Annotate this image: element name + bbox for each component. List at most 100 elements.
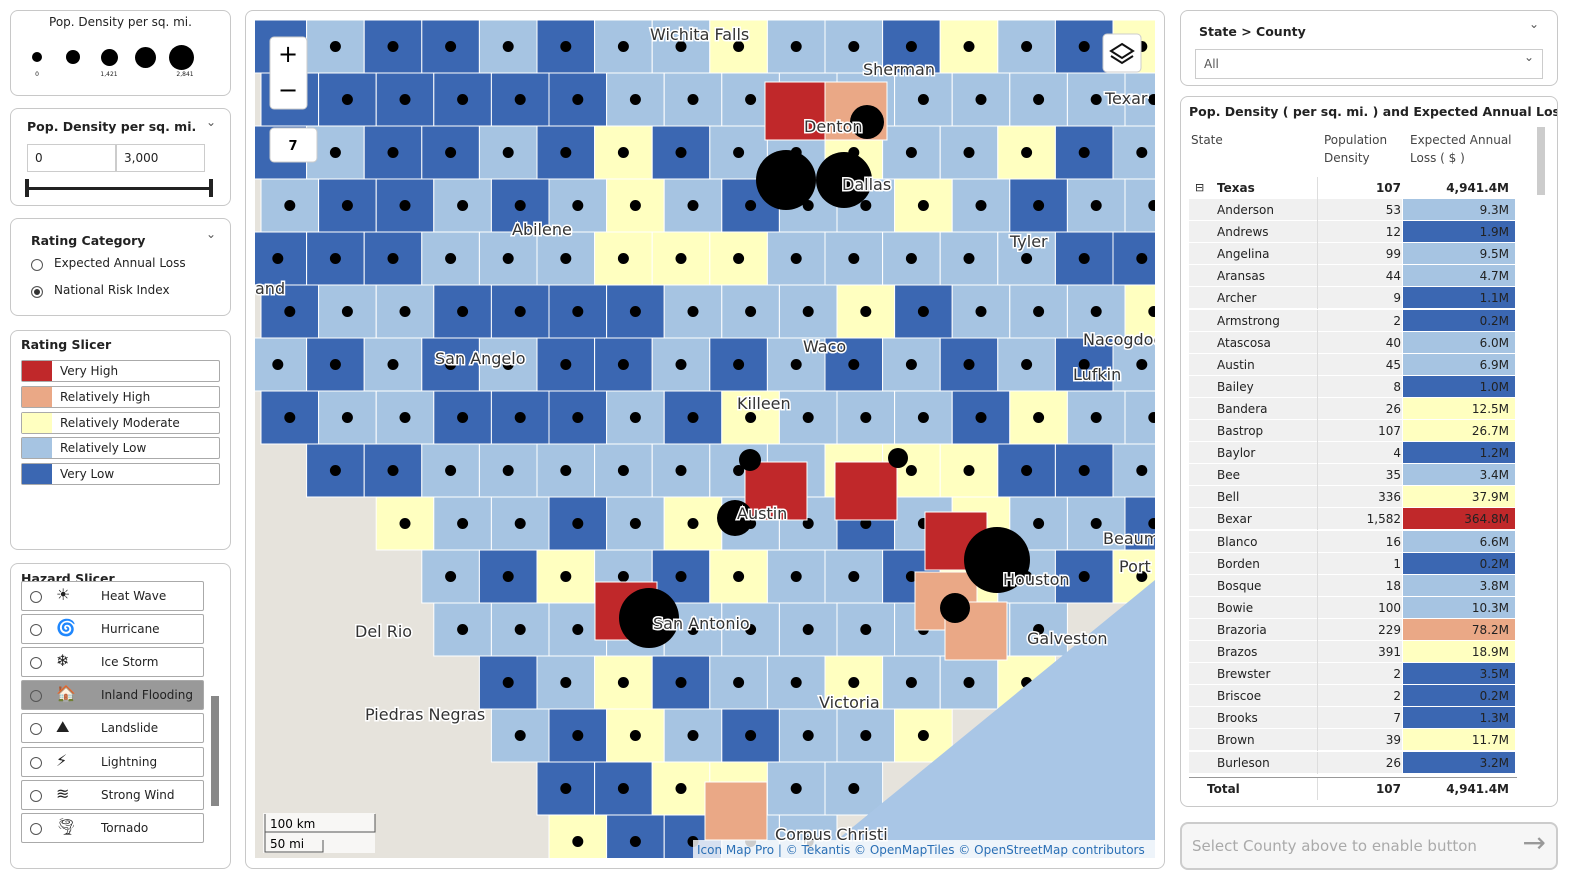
density-cell: 2	[1393, 667, 1401, 682]
hazard-item[interactable]: ≋ Strong Wind	[21, 779, 204, 810]
arrow-icon: →	[1522, 826, 1546, 859]
radio-label[interactable]: Expected Annual Loss	[54, 256, 186, 270]
hazard-icon: 🏠	[56, 684, 76, 704]
county-dot	[1148, 200, 1155, 211]
county-dot	[514, 624, 526, 635]
county-dot	[802, 306, 814, 317]
dropdown[interactable]: All ⌄	[1195, 49, 1543, 79]
county-dot	[399, 200, 411, 211]
county-dot	[963, 465, 975, 476]
row-bg	[1189, 442, 1402, 464]
size-label: 1,421	[100, 71, 118, 78]
loss-cell: 12.5M	[1403, 397, 1515, 419]
county-dot	[790, 253, 802, 264]
hazard-item[interactable]: ❄ Ice Storm	[21, 647, 204, 678]
county-name: Angelina	[1217, 247, 1270, 262]
county-dot	[1136, 147, 1148, 158]
rating-item[interactable]: Relatively High	[21, 385, 220, 408]
divider	[1317, 486, 1318, 509]
attribution-box	[693, 840, 1155, 858]
divider	[1317, 778, 1318, 800]
table-panel: Pop. Density ( per sq. mi. ) and Expecte…	[1180, 96, 1558, 807]
county	[651, 231, 711, 286]
county-dot	[975, 200, 987, 211]
map-panel: Wichita Falls Sherman Texar Denton Dallas Abi…	[245, 10, 1165, 869]
hazard-item[interactable]: 🌀 Hurricane	[21, 614, 204, 645]
county-dot	[502, 677, 514, 688]
divider	[1317, 596, 1318, 619]
row-bg	[1189, 265, 1402, 287]
rating-label: Very Low	[60, 467, 115, 482]
max-input[interactable]: 3,000	[116, 144, 205, 172]
swatch	[22, 464, 52, 485]
rating-item[interactable]: Very Low	[21, 463, 220, 486]
loss-cell: 0.2M	[1403, 552, 1515, 574]
radio[interactable]	[31, 259, 43, 271]
county-dot	[572, 306, 584, 317]
density-cell: 391	[1378, 645, 1401, 659]
county-dot	[860, 412, 872, 423]
city-label: Nacogdoches	[1083, 330, 1155, 349]
county-name: Anderson	[1217, 203, 1274, 217]
chevron: ⌄	[1523, 50, 1534, 64]
divider	[1317, 464, 1318, 487]
county-dot	[905, 571, 917, 582]
county-name[interactable]: Texas	[1217, 181, 1255, 195]
swatch	[22, 361, 52, 381]
county-dot	[572, 624, 584, 635]
radio	[30, 822, 42, 835]
city-circle	[816, 152, 872, 208]
radio-label[interactable]: National Risk Index	[54, 283, 170, 297]
city-circle	[739, 449, 761, 471]
divider	[1317, 375, 1318, 398]
table-row: Brewster 2 3.5M	[1189, 663, 1517, 686]
radio[interactable]	[31, 286, 43, 298]
county-dot	[457, 518, 469, 529]
hazard-item[interactable]: ⚡ Lightning	[21, 746, 204, 777]
loss-cell: 26.7M	[1403, 420, 1515, 441]
action-button[interactable]: Select County above to enable button →	[1180, 822, 1558, 870]
swatch	[22, 412, 52, 433]
density-cell: 40	[1385, 335, 1401, 350]
county-dot	[284, 306, 296, 317]
county-dot	[457, 412, 469, 423]
divider	[1317, 221, 1318, 244]
range-handle[interactable]	[209, 179, 213, 197]
county	[1112, 443, 1155, 498]
scrollbar[interactable]	[211, 696, 219, 806]
county-dot	[617, 359, 629, 370]
density-cell: 2	[1393, 313, 1401, 328]
divider	[1317, 707, 1318, 730]
column-header[interactable]: State	[1191, 133, 1223, 147]
min-input[interactable]: 0	[27, 144, 116, 172]
county-dot	[905, 465, 917, 476]
loss-cell: 6.0M	[1403, 331, 1515, 353]
loss-cell: 3.5M	[1403, 663, 1515, 685]
rating-item[interactable]: Relatively Moderate	[21, 411, 220, 434]
hazard-item[interactable]: ⛰ Landslide	[21, 713, 204, 744]
hazard-item[interactable]: 🌪 Tornado	[21, 812, 204, 843]
hazard-icon: ⛰	[56, 717, 70, 737]
table-row: Andrews 12 1.9M	[1189, 221, 1517, 244]
county-dot	[905, 147, 917, 158]
county-dot	[560, 41, 572, 52]
rating-label: Relatively Moderate	[60, 415, 180, 430]
divider	[1317, 353, 1318, 376]
rating-item[interactable]: Very High	[21, 360, 220, 382]
county-dot	[1033, 94, 1045, 105]
county-dot	[1021, 253, 1033, 264]
hazard-label: Lightning	[101, 754, 158, 769]
city-label: Texar	[1104, 89, 1148, 108]
county-dot	[560, 571, 572, 582]
range-handle[interactable]	[25, 179, 29, 197]
density-cell: 7	[1393, 711, 1401, 726]
divider	[1317, 641, 1318, 663]
city-label: Waco	[803, 337, 846, 356]
county-name: Borden	[1217, 556, 1260, 571]
county-name: Bell	[1217, 490, 1240, 505]
hazard-item[interactable]: 🏠 Inland Flooding	[21, 680, 204, 711]
chevron: ⌄	[1528, 17, 1539, 31]
rating-item[interactable]: Relatively Low	[21, 437, 220, 460]
county-dot	[617, 783, 629, 794]
hazard-item[interactable]: ☀ Heat Wave	[21, 581, 204, 611]
